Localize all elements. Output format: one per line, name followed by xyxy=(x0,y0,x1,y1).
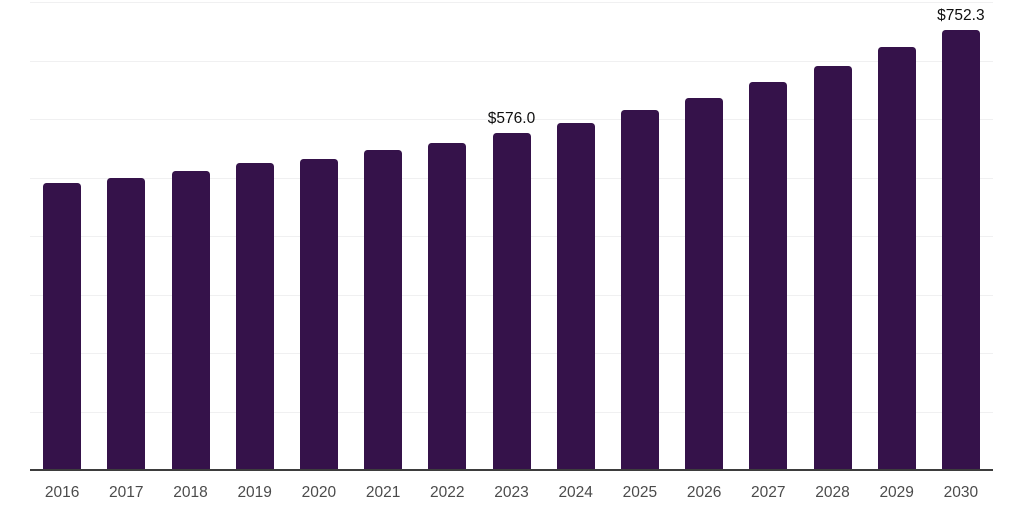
x-tick-label-2022: 2022 xyxy=(430,484,465,501)
x-tick-label-2027: 2027 xyxy=(751,484,786,501)
data-label-2030: $752.3 xyxy=(937,6,985,24)
x-tick-label-2030: 2030 xyxy=(943,484,979,501)
x-tick-label-2026: 2026 xyxy=(686,484,722,501)
x-tick-label-2016: 2016 xyxy=(44,484,80,501)
bar-2021 xyxy=(364,150,403,470)
x-tick-label-2021: 2021 xyxy=(365,484,401,501)
x-tick-label-2029: 2029 xyxy=(879,484,914,501)
bar-2022 xyxy=(428,142,467,470)
bar-2024 xyxy=(556,122,595,470)
bar-2028 xyxy=(813,65,852,470)
gridline-800 xyxy=(30,2,993,3)
bar-2030 xyxy=(941,29,980,470)
bar-2026 xyxy=(685,97,724,470)
x-tick-label-2024: 2024 xyxy=(558,484,593,501)
x-axis-line xyxy=(30,469,993,471)
x-tick-label-2017: 2017 xyxy=(109,484,144,501)
x-tick-label-2025: 2025 xyxy=(622,484,658,501)
bar-2019 xyxy=(235,163,274,470)
bar-2029 xyxy=(877,47,916,470)
x-tick-label-2020: 2020 xyxy=(301,484,337,501)
bar-2027 xyxy=(749,81,788,470)
x-tick-label-2019: 2019 xyxy=(237,484,272,501)
bar-2023 xyxy=(492,133,531,470)
data-label-2023: $576.0 xyxy=(487,110,536,128)
bar-2017 xyxy=(107,177,146,470)
bar-2018 xyxy=(171,171,210,470)
x-tick-label-2023: 2023 xyxy=(494,484,529,501)
bar-2025 xyxy=(620,109,659,470)
bar-2016 xyxy=(43,182,82,470)
bar-2020 xyxy=(299,159,338,470)
x-tick-label-2028: 2028 xyxy=(815,484,850,501)
x-tick-label-2018: 2018 xyxy=(173,484,208,501)
gridline-700 xyxy=(30,60,993,62)
